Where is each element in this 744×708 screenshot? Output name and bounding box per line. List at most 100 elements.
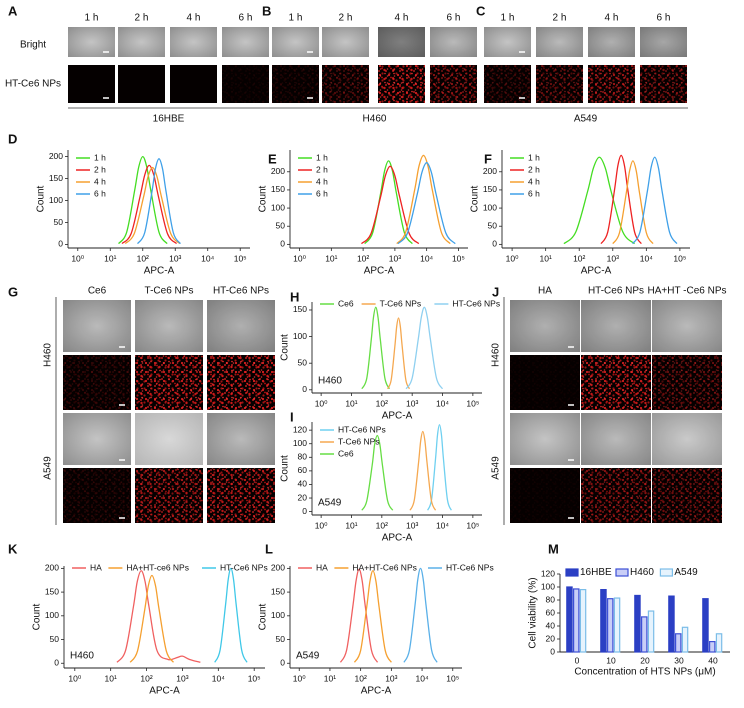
panel-letter: I: [290, 409, 294, 424]
y-tick-label: 50: [276, 634, 286, 644]
cell-line-label: A549: [43, 456, 54, 480]
legend-swatch: [565, 568, 579, 577]
x-tick-label: 10⁴: [640, 253, 653, 263]
legend-label: 6 h: [528, 188, 540, 198]
time-label: 1 h: [501, 13, 515, 24]
x-tick-label: 10¹: [324, 673, 336, 683]
legend-label: HA+HT-ce6 NPs: [126, 562, 189, 572]
legend-label: HT-Ce6 NPs: [452, 298, 500, 308]
histogram-curve: [214, 567, 248, 663]
legend-label: 4 h: [94, 176, 106, 186]
time-label: 6 h: [239, 13, 253, 24]
fluorescence-signal: [207, 355, 275, 410]
x-axis-label: APC-A: [364, 266, 395, 277]
fluorescence-signal: [378, 65, 425, 103]
y-tick-label: 100: [271, 610, 285, 620]
image-shade: [430, 27, 477, 57]
bar: [702, 598, 709, 653]
image-shade: [378, 27, 425, 57]
x-tick-label: 10⁴: [415, 673, 428, 683]
histogram-curve: [129, 574, 175, 663]
bright-field-image: [581, 300, 651, 352]
x-tick-label: 10⁵: [452, 253, 465, 263]
panel-letter: G: [8, 284, 18, 299]
histogram-curve: [121, 164, 178, 245]
histogram-curve: [361, 165, 420, 245]
legend-label: 2 h: [316, 164, 328, 174]
image-shade: [652, 413, 722, 465]
x-tick-label: 10⁰: [506, 253, 519, 263]
x-tick-label: 10²: [573, 253, 585, 263]
column-label: HT-Ce6 NPs: [213, 286, 269, 297]
y-tick-label: 200: [271, 166, 285, 176]
legend-label: HA: [316, 562, 328, 572]
x-axis-label: APC-A: [382, 411, 413, 422]
x-axis-label: APC-A: [581, 266, 612, 277]
y-tick-label: 100: [293, 438, 307, 448]
image-shade: [135, 300, 203, 352]
bar: [600, 588, 607, 653]
fluorescence-signal: [322, 65, 369, 103]
bright-field-image: [510, 413, 580, 465]
x-tick-label: 10⁵: [466, 398, 479, 408]
x-tick-label: 10⁵: [466, 520, 479, 530]
cell-line-label: A549: [491, 456, 502, 480]
bright-field-image: [222, 27, 269, 57]
bar: [640, 616, 648, 653]
fluorescence-signal: [63, 468, 131, 523]
panel-letter: A: [8, 3, 18, 18]
y-tick-label: 0: [492, 239, 497, 249]
y-axis-label: Count: [36, 185, 47, 212]
time-label: 4 h: [187, 13, 201, 24]
y-axis-label: Count: [470, 185, 481, 212]
x-axis-label: Concentration of HTS NPs (μM): [574, 667, 715, 678]
bright-field-image: [652, 300, 722, 352]
legend-label: Ce6: [338, 298, 354, 308]
y-tick-label: 80: [546, 594, 556, 604]
fluorescence-signal: [272, 65, 319, 103]
panel-letter: B: [262, 3, 271, 18]
y-tick-label: 200: [49, 151, 63, 161]
histogram-curve: [409, 430, 437, 511]
x-tick-label: 10⁴: [420, 253, 433, 263]
time-label: 2 h: [339, 13, 353, 24]
legend-label: HA+HT-Ce6 NPs: [352, 562, 416, 572]
y-tick-label: 0: [54, 658, 59, 668]
y-tick-label: 200: [271, 563, 285, 573]
y-axis-label: Count: [280, 455, 291, 482]
image-shade: [588, 27, 635, 57]
x-tick-label: 10³: [169, 253, 181, 263]
y-tick-label: 150: [293, 304, 307, 314]
histogram-curve: [353, 570, 392, 663]
y-tick-label: 100: [49, 195, 63, 205]
bright-field-image: [322, 27, 369, 57]
bright-field-image: [63, 300, 131, 352]
y-tick-label: 50: [276, 220, 286, 230]
histogram-curve: [612, 160, 654, 245]
histogram-curve: [632, 156, 678, 245]
legend-label: 2 h: [528, 164, 540, 174]
panel-letter: C: [476, 3, 486, 18]
cell-line-label: H460: [491, 343, 502, 367]
y-axis-label: Count: [32, 603, 43, 630]
fluorescence-signal: [652, 468, 722, 523]
histogram-curve: [136, 158, 181, 245]
cell-line-label: H460: [43, 343, 54, 367]
panel-letter: L: [265, 541, 273, 556]
legend-label: 16HBE: [580, 567, 612, 578]
x-tick-label: 40: [708, 655, 718, 665]
panel-letter: F: [484, 151, 492, 166]
x-tick-label: 10⁵: [673, 253, 686, 263]
histogram-curve: [339, 568, 379, 663]
panel-letter: K: [8, 541, 18, 556]
x-tick-label: 10¹: [345, 520, 357, 530]
bright-field-image: [430, 27, 477, 57]
time-label: 6 h: [657, 13, 671, 24]
bright-field-image: [207, 300, 275, 352]
x-tick-label: 10⁰: [315, 520, 328, 530]
column-label: Ce6: [88, 286, 107, 297]
legend-label: HT-Ce6 NPs: [338, 424, 386, 434]
y-tick-label: 40: [298, 479, 308, 489]
image-shade: [581, 300, 651, 352]
